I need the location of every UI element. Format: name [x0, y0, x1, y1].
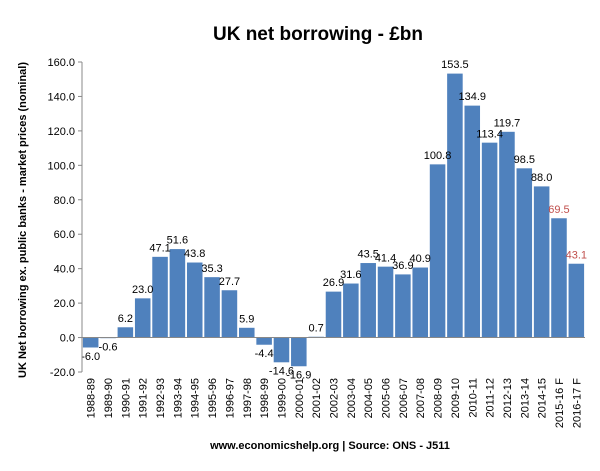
- data-label: -6.0: [81, 351, 100, 363]
- x-tick-label: 2001-02: [311, 378, 323, 418]
- x-tick-label: 1988-89: [86, 378, 98, 418]
- data-label: 43.5: [357, 249, 378, 261]
- data-label: 51.6: [167, 235, 188, 247]
- bar-2005-06: [376, 265, 395, 338]
- source-note: www.economicshelp.org | Source: ONS - J5…: [209, 440, 450, 452]
- x-tick-label: 1990-91: [120, 378, 132, 418]
- data-label: 98.5: [514, 154, 535, 166]
- data-label: -16.9: [286, 370, 311, 382]
- x-tick-label: 1999-00: [276, 378, 288, 418]
- y-tick-label: 140.0: [47, 91, 75, 103]
- data-label: 119.7: [494, 117, 521, 129]
- x-tick-label: 2009-10: [450, 378, 462, 418]
- data-label: 5.9: [239, 313, 254, 325]
- bar-2004-05: [359, 262, 377, 338]
- x-tick-label: 2010-11: [467, 378, 479, 418]
- bar-2006-07: [394, 273, 412, 338]
- bar-2007-08: [411, 266, 429, 338]
- x-tick-label: 2015-16 F: [554, 378, 566, 428]
- y-tick-label: -20.0: [50, 367, 75, 379]
- data-label: -14.6: [269, 366, 294, 378]
- x-tick-label: 2004-05: [363, 378, 375, 418]
- data-label: 100.8: [424, 150, 452, 162]
- data-label: -0.6: [99, 342, 118, 354]
- chart-title: UK net borrowing - £bn: [213, 24, 423, 45]
- x-tick-label: 1994-95: [190, 378, 202, 418]
- data-label: 43.8: [184, 248, 205, 260]
- data-label: 69.5: [548, 204, 569, 216]
- x-tick-label: 1989-90: [103, 378, 115, 418]
- data-label: 0.7: [309, 322, 324, 334]
- data-label: 153.5: [441, 59, 469, 71]
- x-tick-label: 2012-13: [502, 378, 514, 418]
- x-tick-label: 2011-12: [485, 378, 497, 418]
- x-tick-label: 2000-01: [294, 378, 306, 418]
- bar-2013-14: [515, 167, 533, 338]
- x-tick-label: 2005-06: [381, 378, 393, 418]
- data-label: 47.1: [149, 242, 170, 254]
- bar-2016-17 F: [567, 262, 585, 338]
- x-tick-label: 1992-93: [155, 378, 167, 418]
- bar-2002-03: [324, 290, 343, 338]
- x-tick-label: 2006-07: [398, 378, 410, 418]
- bar-1990-91: [116, 326, 134, 338]
- y-tick-label: 100.0: [47, 160, 75, 172]
- bar-2009-10: [446, 72, 464, 338]
- data-label: 36.9: [392, 260, 413, 272]
- x-tick-label: 2002-03: [329, 378, 341, 418]
- bar-2015-16 F: [550, 217, 568, 338]
- bar-1997-98: [238, 326, 256, 338]
- data-label: 113.4: [476, 128, 503, 140]
- x-tick-label: 1991-92: [138, 378, 150, 418]
- bar-1999-00: [272, 337, 291, 364]
- data-label: 6.2: [118, 313, 133, 325]
- data-label: 26.9: [323, 277, 344, 289]
- x-tick-label: 2007-08: [415, 378, 427, 418]
- bar-2008-09: [428, 163, 447, 338]
- data-label: 35.3: [201, 263, 222, 275]
- data-label: 27.7: [219, 276, 240, 288]
- y-tick-label: 80.0: [54, 195, 75, 207]
- data-label: 40.9: [410, 253, 431, 265]
- bar-1991-92: [134, 297, 152, 338]
- x-tick-label: 2013-14: [519, 378, 531, 418]
- bar-1988-89: [82, 337, 100, 349]
- y-tick-label: 40.0: [54, 264, 75, 276]
- y-tick-label: 160.0: [47, 57, 75, 69]
- data-label: 88.0: [531, 172, 552, 184]
- data-label: 41.4: [375, 252, 396, 264]
- x-tick-label: 1996-97: [224, 378, 236, 418]
- x-tick-label: 1995-96: [207, 378, 219, 418]
- x-tick-label: 2016-17 F: [571, 378, 583, 428]
- bar-1998-99: [255, 337, 273, 346]
- x-tick-label: 1997-98: [242, 378, 254, 418]
- data-label: 134.9: [458, 91, 486, 103]
- x-tick-label: 2008-09: [433, 378, 445, 418]
- x-tick-label: 2014-15: [537, 378, 549, 418]
- bar-1992-93: [151, 256, 169, 338]
- data-label: 31.6: [340, 269, 361, 281]
- data-label: 23.0: [132, 284, 153, 296]
- x-tick-label: 2003-04: [346, 378, 358, 418]
- bar-1993-94: [168, 248, 186, 338]
- bar-2003-04: [342, 282, 360, 338]
- y-tick-label: 0.0: [60, 333, 75, 345]
- y-axis-title: UK Net borrowing ex. public banks - mark…: [17, 62, 29, 378]
- data-label: -4.4: [255, 348, 274, 360]
- y-tick-label: 20.0: [54, 298, 75, 310]
- x-tick-label: 1998-99: [259, 378, 271, 418]
- x-tick-label: 1993-94: [172, 378, 184, 418]
- y-tick-label: 60.0: [54, 229, 75, 241]
- bar-2000-01: [290, 337, 308, 368]
- y-tick-label: 120.0: [47, 126, 75, 138]
- data-label: 43.1: [566, 249, 587, 261]
- bar-2011-12: [481, 141, 499, 338]
- bar-1996-97: [220, 289, 239, 338]
